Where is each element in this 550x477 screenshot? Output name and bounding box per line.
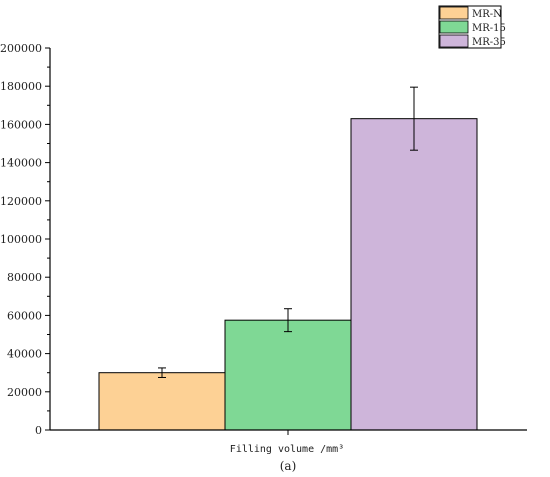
- legend-label-mr-35: MR-35: [472, 37, 506, 48]
- y-tick-label: 200000: [0, 42, 42, 55]
- bar-mr-35: [350, 118, 478, 431]
- bar-mr-15: [224, 319, 352, 431]
- y-tick-label: 40000: [7, 348, 42, 361]
- bar-mr-n: [98, 372, 226, 431]
- y-tick-label: 80000: [7, 271, 42, 284]
- y-tick-label: 60000: [7, 309, 42, 322]
- y-tick-label: 180000: [0, 80, 42, 93]
- figure-caption: (a): [280, 459, 297, 473]
- x-axis-title: Filling volume /mm³: [230, 444, 344, 455]
- y-tick-label: 160000: [0, 118, 42, 131]
- legend-label-mr-n: MR-N: [472, 9, 502, 20]
- legend-swatch-mr-n: [439, 6, 469, 20]
- legend-label-mr-15: MR-15: [472, 23, 506, 34]
- legend-swatch-mr-35: [439, 34, 469, 48]
- y-tick-label: 120000: [0, 195, 42, 208]
- bars-group: [98, 118, 478, 431]
- y-tick-label: 20000: [7, 386, 42, 399]
- legend-swatch-mr-15: [439, 20, 469, 34]
- legend: MR-N MR-15 MR-35: [438, 5, 506, 49]
- y-tick-label: 100000: [0, 233, 42, 246]
- y-tick-label: 0: [35, 424, 42, 437]
- error-bars-group: [158, 86, 418, 378]
- y-ticks-group: 0 20000 40000 60000 80000 100000 120000 140000 1…: [0, 42, 50, 437]
- y-tick-label: 140000: [0, 157, 42, 170]
